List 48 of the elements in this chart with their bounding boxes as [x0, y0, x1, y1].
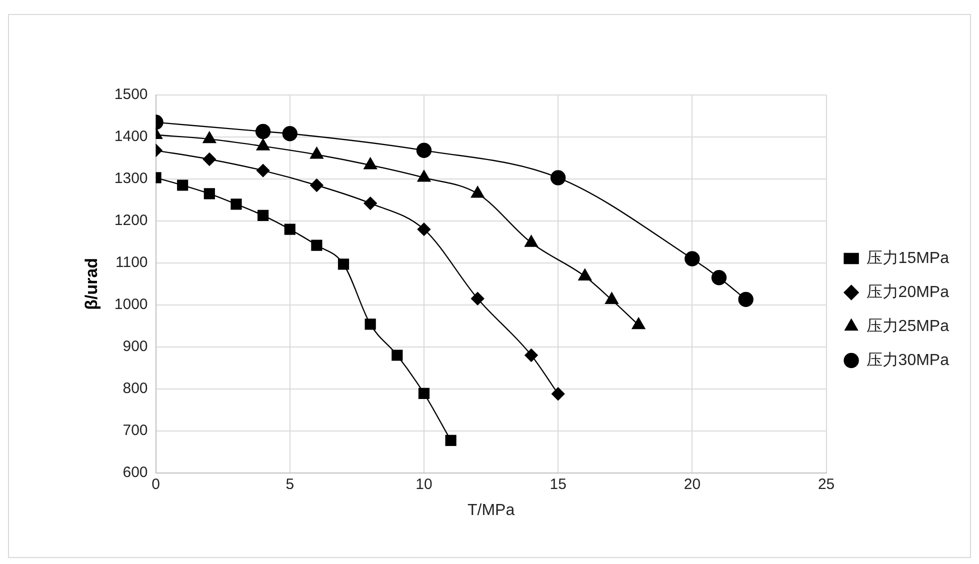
- x-tick-label: 15: [550, 476, 566, 493]
- y-tick-label: 800: [122, 380, 148, 397]
- point: [392, 350, 403, 361]
- y-tick-label: 1500: [114, 86, 148, 104]
- point: [311, 240, 322, 251]
- point: [416, 142, 432, 158]
- point: [418, 388, 430, 400]
- x-tick-label: 5: [286, 476, 294, 493]
- y-tick-label: 1200: [114, 212, 148, 230]
- y-tick-label: 1000: [114, 296, 148, 314]
- point: [711, 270, 727, 286]
- y-tick-label: 1400: [114, 128, 148, 146]
- point: [445, 434, 456, 446]
- y-axis-title: β/urad: [82, 258, 101, 310]
- x-tick-label: 25: [818, 476, 835, 493]
- point: [230, 198, 242, 210]
- y-tick-label: 1300: [114, 170, 148, 188]
- legend-label: 压力25MPa: [866, 316, 950, 335]
- point: [310, 178, 324, 192]
- point: [282, 126, 298, 142]
- y-tick-label: 700: [122, 422, 148, 439]
- point: [471, 292, 484, 306]
- point: [202, 152, 216, 166]
- point: [255, 124, 271, 140]
- point: [258, 210, 269, 222]
- point: [284, 224, 296, 235]
- point: [417, 222, 431, 236]
- x-tick-label: 20: [684, 476, 701, 493]
- point: [551, 387, 565, 400]
- x-tick-label: 0: [152, 476, 160, 493]
- point: [738, 292, 754, 308]
- legend-label: 压力30MPa: [866, 350, 950, 369]
- legend-label: 压力20MPa: [866, 282, 950, 301]
- point: [338, 258, 350, 270]
- point: [524, 348, 538, 362]
- point: [256, 164, 270, 178]
- y-tick-label: 600: [122, 464, 148, 481]
- point: [364, 318, 376, 330]
- point: [364, 196, 377, 210]
- point: [550, 170, 566, 186]
- x-tick-label: 10: [416, 476, 432, 493]
- point: [204, 188, 215, 200]
- y-tick-label: 900: [122, 338, 148, 356]
- point: [177, 180, 188, 191]
- legend-label: 压力15MPa: [866, 248, 950, 267]
- x-axis-title: T/MPa: [467, 502, 515, 519]
- y-tick-label: 1100: [116, 254, 148, 272]
- point: [684, 251, 700, 266]
